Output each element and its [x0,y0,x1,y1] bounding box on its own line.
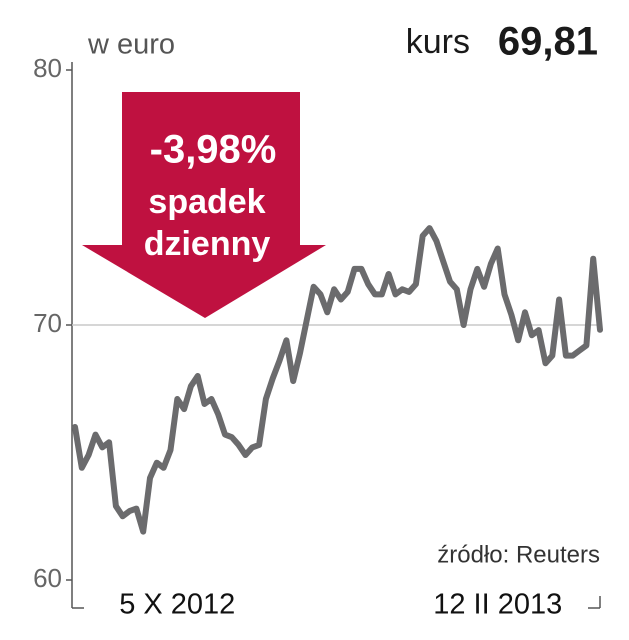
headline-label: kurs [406,23,470,61]
price-line [72,225,603,535]
annotation-arrow: -3,98% spadek dzienny [82,92,326,318]
x-tick-label: 12 II 2013 [433,589,562,621]
plot: 60 70 80 5 X 2012 12 II 2013 [33,53,603,621]
y-tick-label: 70 [33,308,62,338]
headline-value: 69,81 [498,20,598,64]
arrow-shape [82,92,326,318]
x-tick-label: 5 X 2012 [119,589,235,621]
y-axis-unit: w euro [87,29,175,61]
annotation-text: dzienny [144,225,271,263]
y-tick-label: 80 [33,53,62,83]
y-tick-label: 60 [33,563,62,593]
source: źródło: Reuters [437,541,600,568]
annotation-change: -3,98% [150,128,277,172]
annotation-text: spadek [148,183,265,221]
